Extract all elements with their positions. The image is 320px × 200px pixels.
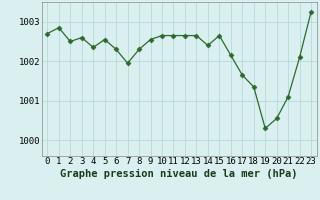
X-axis label: Graphe pression niveau de la mer (hPa): Graphe pression niveau de la mer (hPa) xyxy=(60,169,298,179)
